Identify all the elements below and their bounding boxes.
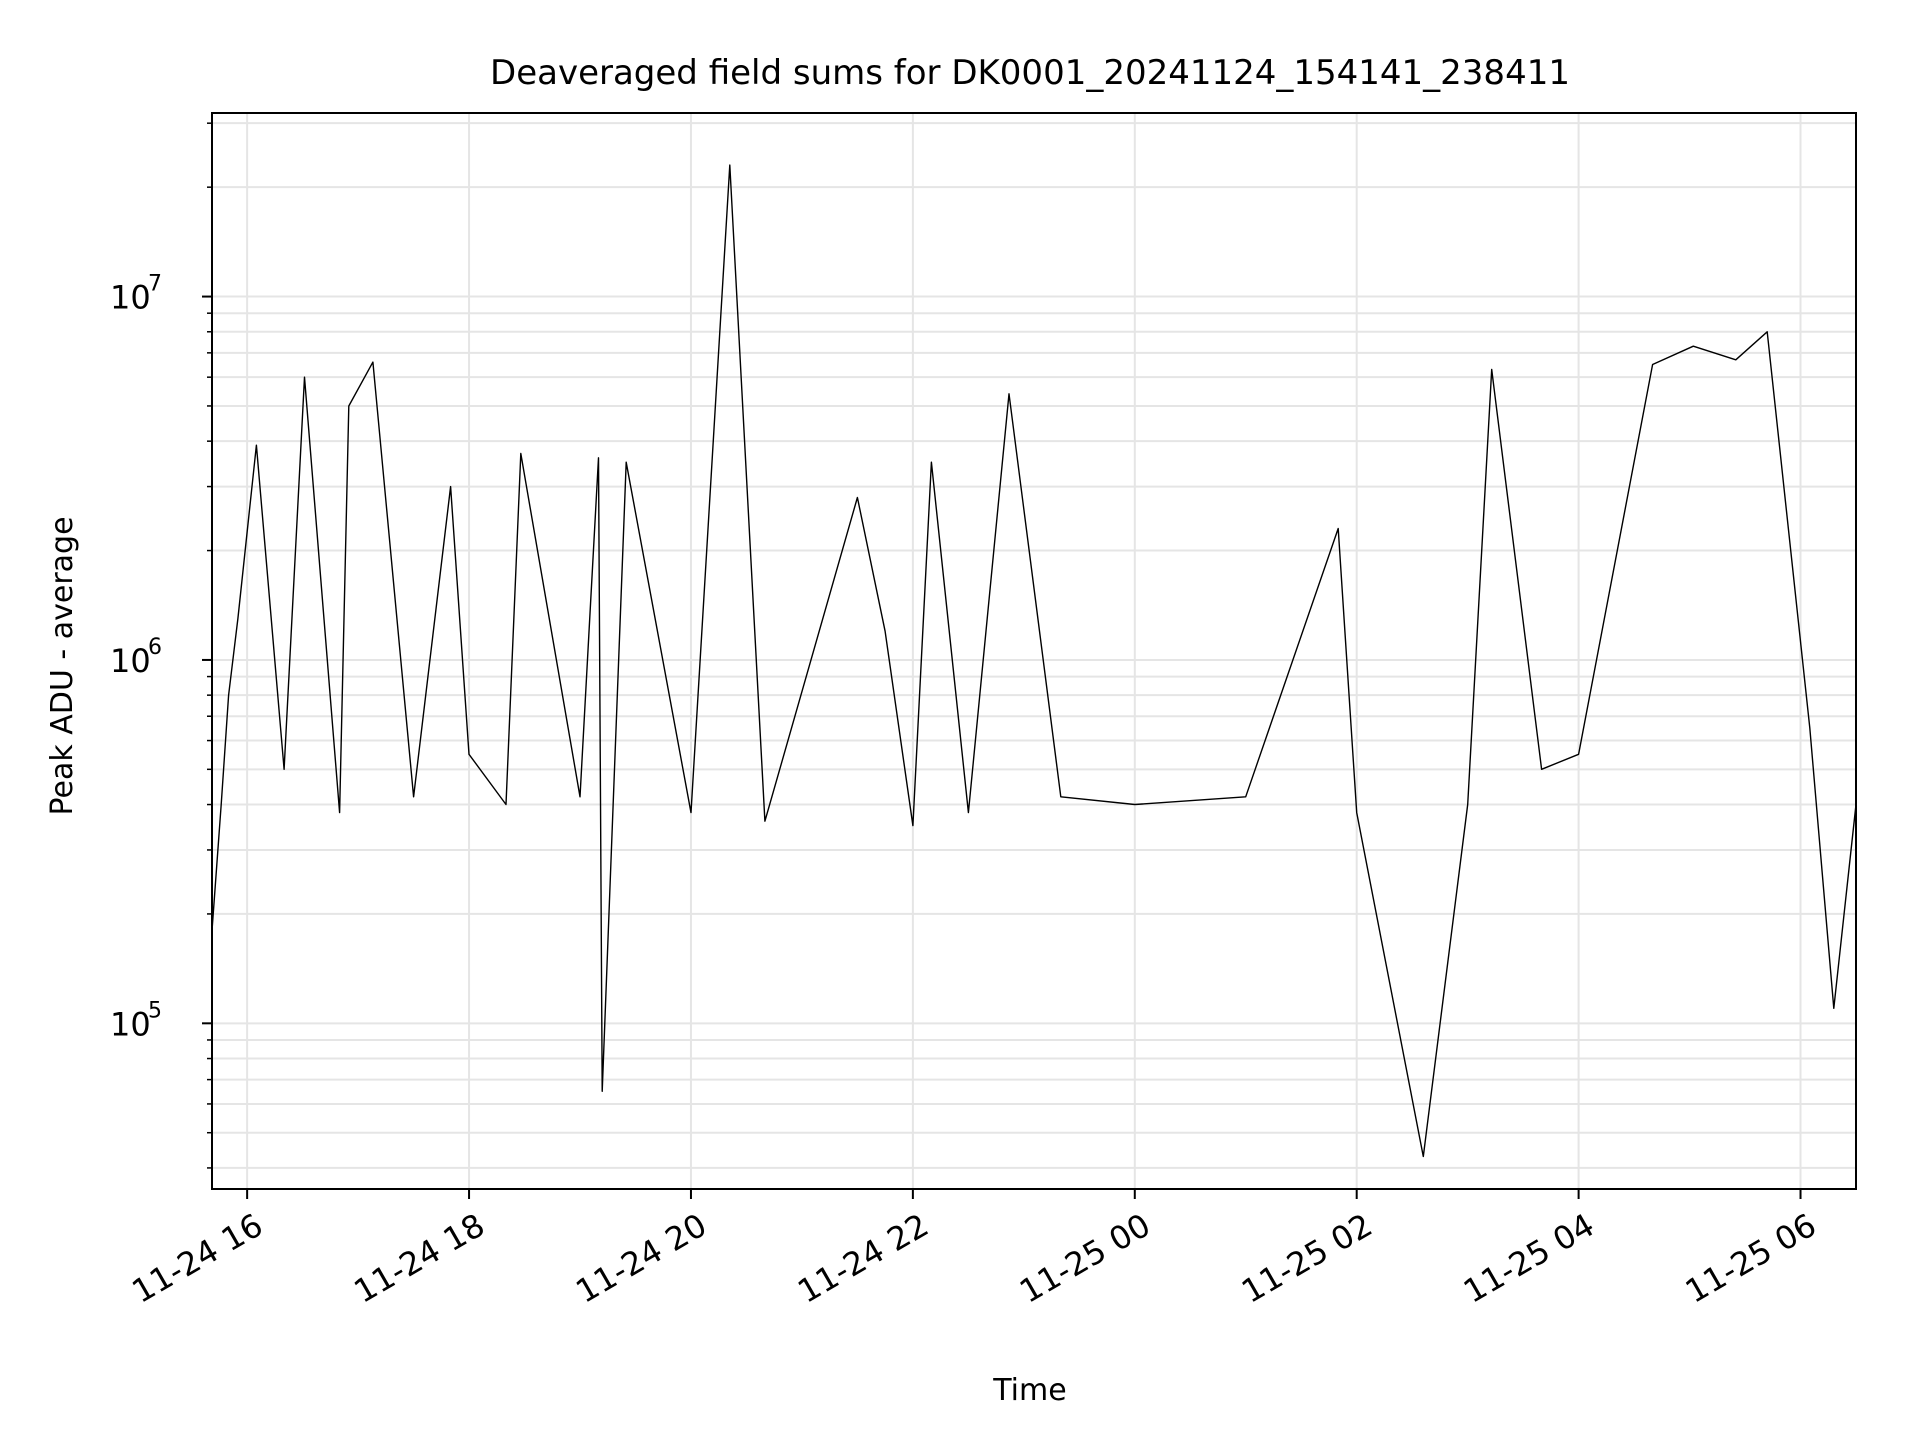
grid-layer	[212, 113, 1856, 1189]
y-tick-label: 10	[110, 1005, 151, 1043]
data-line	[211, 164, 1857, 1158]
series-layer	[211, 164, 1857, 1158]
y-tick-label-exponent: 6	[148, 635, 162, 660]
y-tick-label-exponent: 7	[148, 272, 162, 297]
y-tick-label-exponent: 5	[148, 998, 162, 1023]
y-axis-label: Peak ADU - average	[45, 516, 80, 815]
chart-title: Deaveraged field sums for DK0001_2024112…	[490, 53, 1570, 93]
plot-area-frame	[211, 112, 1857, 1190]
y-tick-label: 10	[110, 642, 151, 680]
x-axis-label: Time	[992, 1373, 1066, 1408]
y-tick-label: 10	[110, 279, 151, 317]
